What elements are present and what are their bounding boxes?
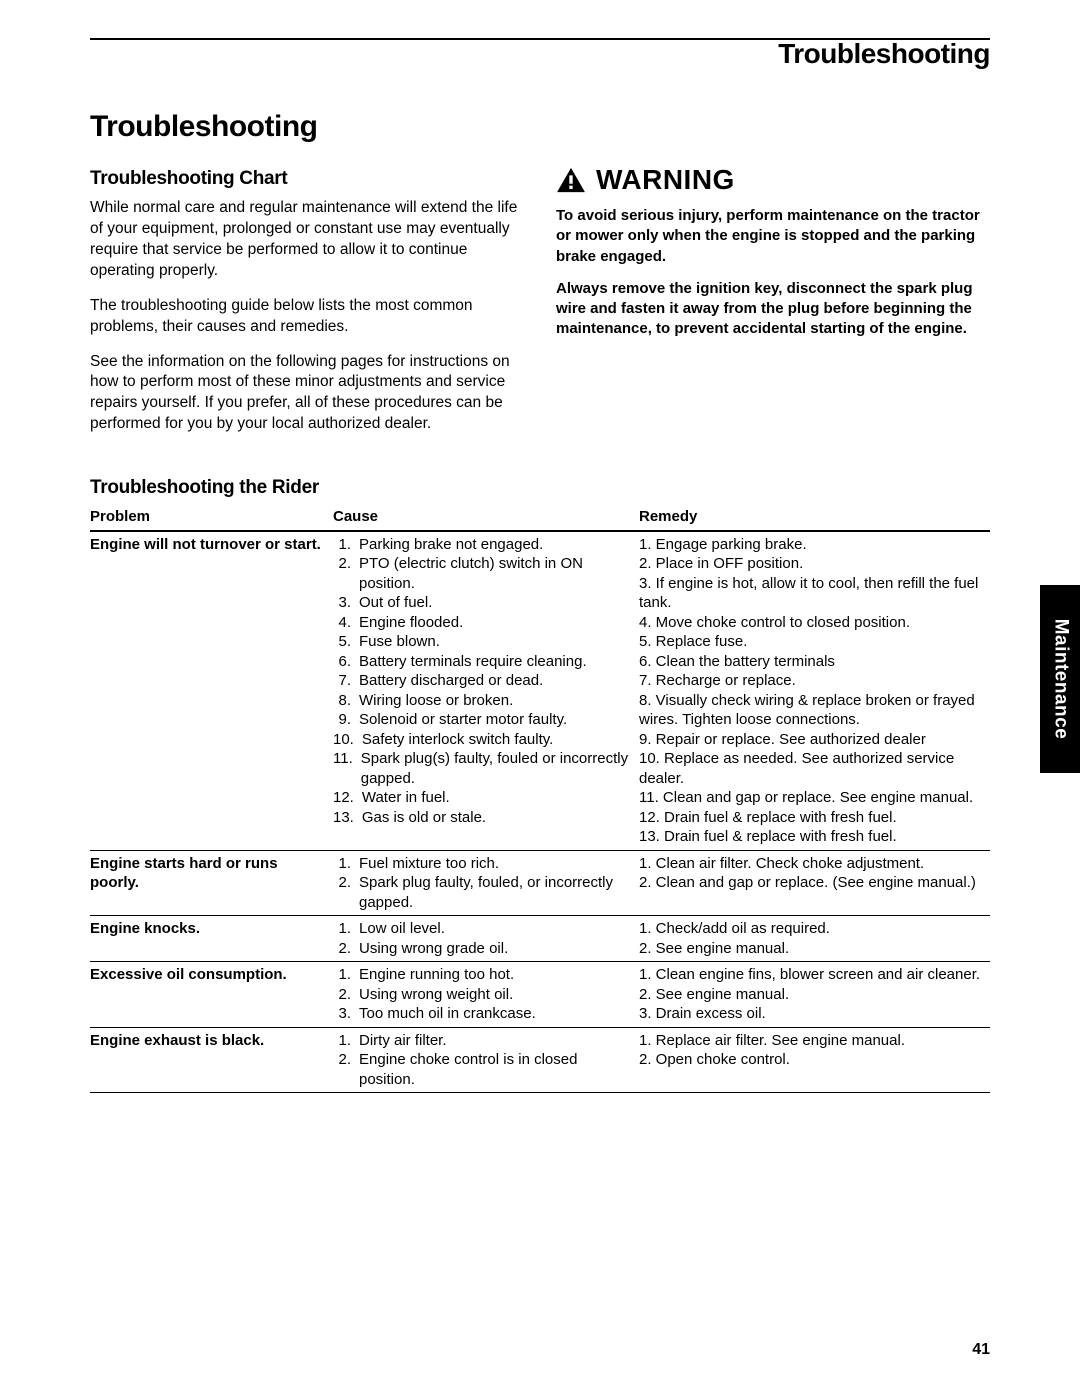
remedy-item: 12. Drain fuel & replace with fresh fuel…	[639, 808, 984, 828]
table-row: Engine starts hard or runs poorly.1.Fuel…	[90, 850, 990, 916]
remedy-item: 2. See engine manual.	[639, 939, 984, 959]
remedy-item: 2. Open choke control.	[639, 1050, 984, 1070]
chart-p3: See the information on the following pag…	[90, 352, 524, 436]
cause-item: 2.Spark plug faulty, fouled, or incorrec…	[333, 873, 633, 912]
cause-item: 4.Engine flooded.	[333, 613, 633, 633]
remedy-item: 1. Replace air filter. See engine manual…	[639, 1031, 984, 1051]
remedy-item: 6. Clean the battery terminals	[639, 652, 984, 672]
col-cause: Cause	[333, 505, 639, 531]
problem-cell: Excessive oil consumption.	[90, 962, 333, 1028]
table-row: Engine will not turnover or start.1.Park…	[90, 531, 990, 851]
cause-item: 13.Gas is old or stale.	[333, 808, 633, 828]
cause-item: 7.Battery discharged or dead.	[333, 671, 633, 691]
cause-item: 1.Engine running too hot.	[333, 965, 633, 985]
cause-item: 2.Using wrong weight oil.	[333, 985, 633, 1005]
cause-item: 12.Water in fuel.	[333, 788, 633, 808]
warning-header: WARNING	[556, 164, 990, 196]
side-tab-label: Maintenance	[1049, 619, 1071, 740]
warning-title: WARNING	[596, 164, 735, 196]
cause-item: 3.Out of fuel.	[333, 593, 633, 613]
remedy-item: 7. Recharge or replace.	[639, 671, 984, 691]
col-remedy: Remedy	[639, 505, 990, 531]
cause-item: 2.Engine choke control is in closed posi…	[333, 1050, 633, 1089]
cause-item: 5.Fuse blown.	[333, 632, 633, 652]
remedy-cell: 1. Check/add oil as required.2. See engi…	[639, 916, 990, 962]
page-number: 41	[972, 1341, 990, 1359]
table-row: Engine knocks.1.Low oil level.2.Using wr…	[90, 916, 990, 962]
remedy-item: 4. Move choke control to closed position…	[639, 613, 984, 633]
remedy-item: 3. Drain excess oil.	[639, 1004, 984, 1024]
cause-cell: 1.Low oil level.2.Using wrong grade oil.	[333, 916, 639, 962]
intro-columns: Troubleshooting Chart While normal care …	[90, 168, 990, 449]
remedy-item: 8. Visually check wiring & replace broke…	[639, 691, 984, 730]
side-tab: Maintenance	[1040, 585, 1080, 773]
remedy-item: 3. If engine is hot, allow it to cool, t…	[639, 574, 984, 613]
cause-cell: 1.Engine running too hot.2.Using wrong w…	[333, 962, 639, 1028]
remedy-cell: 1. Clean engine fins, blower screen and …	[639, 962, 990, 1028]
cause-cell: 1.Fuel mixture too rich.2.Spark plug fau…	[333, 850, 639, 916]
remedy-item: 11. Clean and gap or replace. See engine…	[639, 788, 984, 808]
remedy-cell: 1. Clean air filter. Check choke adjustm…	[639, 850, 990, 916]
table-row: Engine exhaust is black.1.Dirty air filt…	[90, 1027, 990, 1093]
cause-item: 8.Wiring loose or broken.	[333, 691, 633, 711]
warning-p2: Always remove the ignition key, disconne…	[556, 279, 990, 340]
remedy-item: 2. Place in OFF position.	[639, 554, 984, 574]
page: Troubleshooting Troubleshooting Troubles…	[0, 0, 1080, 1397]
chart-heading: Troubleshooting Chart	[90, 168, 524, 190]
cause-cell: 1.Parking brake not engaged.2.PTO (elect…	[333, 531, 639, 851]
chart-p1: While normal care and regular maintenanc…	[90, 198, 524, 282]
remedy-item: 1. Engage parking brake.	[639, 535, 984, 555]
remedy-item: 13. Drain fuel & replace with fresh fuel…	[639, 827, 984, 847]
cause-cell: 1.Dirty air filter.2.Engine choke contro…	[333, 1027, 639, 1093]
remedy-item: 5. Replace fuse.	[639, 632, 984, 652]
cause-item: 2.Using wrong grade oil.	[333, 939, 633, 959]
cause-item: 1.Low oil level.	[333, 919, 633, 939]
table-row: Excessive oil consumption.1.Engine runni…	[90, 962, 990, 1028]
remedy-item: 1. Clean air filter. Check choke adjustm…	[639, 854, 984, 874]
problem-cell: Engine knocks.	[90, 916, 333, 962]
cause-item: 6.Battery terminals require cleaning.	[333, 652, 633, 672]
remedy-item: 2. See engine manual.	[639, 985, 984, 1005]
table-header-row: Problem Cause Remedy	[90, 505, 990, 531]
rider-heading: Troubleshooting the Rider	[90, 477, 990, 499]
problem-cell: Engine starts hard or runs poorly.	[90, 850, 333, 916]
troubleshooting-table: Problem Cause Remedy Engine will not tur…	[90, 505, 990, 1093]
col-problem: Problem	[90, 505, 333, 531]
problem-cell: Engine will not turnover or start.	[90, 531, 333, 851]
remedy-item: 1. Clean engine fins, blower screen and …	[639, 965, 984, 985]
cause-item: 1.Fuel mixture too rich.	[333, 854, 633, 874]
page-title: Troubleshooting	[90, 110, 990, 144]
chart-p2: The troubleshooting guide below lists th…	[90, 296, 524, 338]
remedy-item: 9. Repair or replace. See authorized dea…	[639, 730, 984, 750]
cause-item: 9.Solenoid or starter motor faulty.	[333, 710, 633, 730]
problem-cell: Engine exhaust is black.	[90, 1027, 333, 1093]
section-header: Troubleshooting	[90, 38, 990, 76]
left-column: Troubleshooting Chart While normal care …	[90, 168, 524, 449]
right-column: WARNING To avoid serious injury, perform…	[556, 168, 990, 449]
cause-item: 3.Too much oil in crankcase.	[333, 1004, 633, 1024]
remedy-cell: 1. Engage parking brake.2. Place in OFF …	[639, 531, 990, 851]
cause-item: 2.PTO (electric clutch) switch in ON pos…	[333, 554, 633, 593]
remedy-item: 2. Clean and gap or replace. (See engine…	[639, 873, 984, 893]
remedy-item: 1. Check/add oil as required.	[639, 919, 984, 939]
cause-item: 10.Safety interlock switch faulty.	[333, 730, 633, 750]
cause-item: 1.Dirty air filter.	[333, 1031, 633, 1051]
warning-triangle-icon	[556, 167, 586, 193]
remedy-item: 10. Replace as needed. See authorized se…	[639, 749, 984, 788]
warning-p1: To avoid serious injury, perform mainten…	[556, 206, 990, 267]
cause-item: 11.Spark plug(s) faulty, fouled or incor…	[333, 749, 633, 788]
cause-item: 1.Parking brake not engaged.	[333, 535, 633, 555]
remedy-cell: 1. Replace air filter. See engine manual…	[639, 1027, 990, 1093]
